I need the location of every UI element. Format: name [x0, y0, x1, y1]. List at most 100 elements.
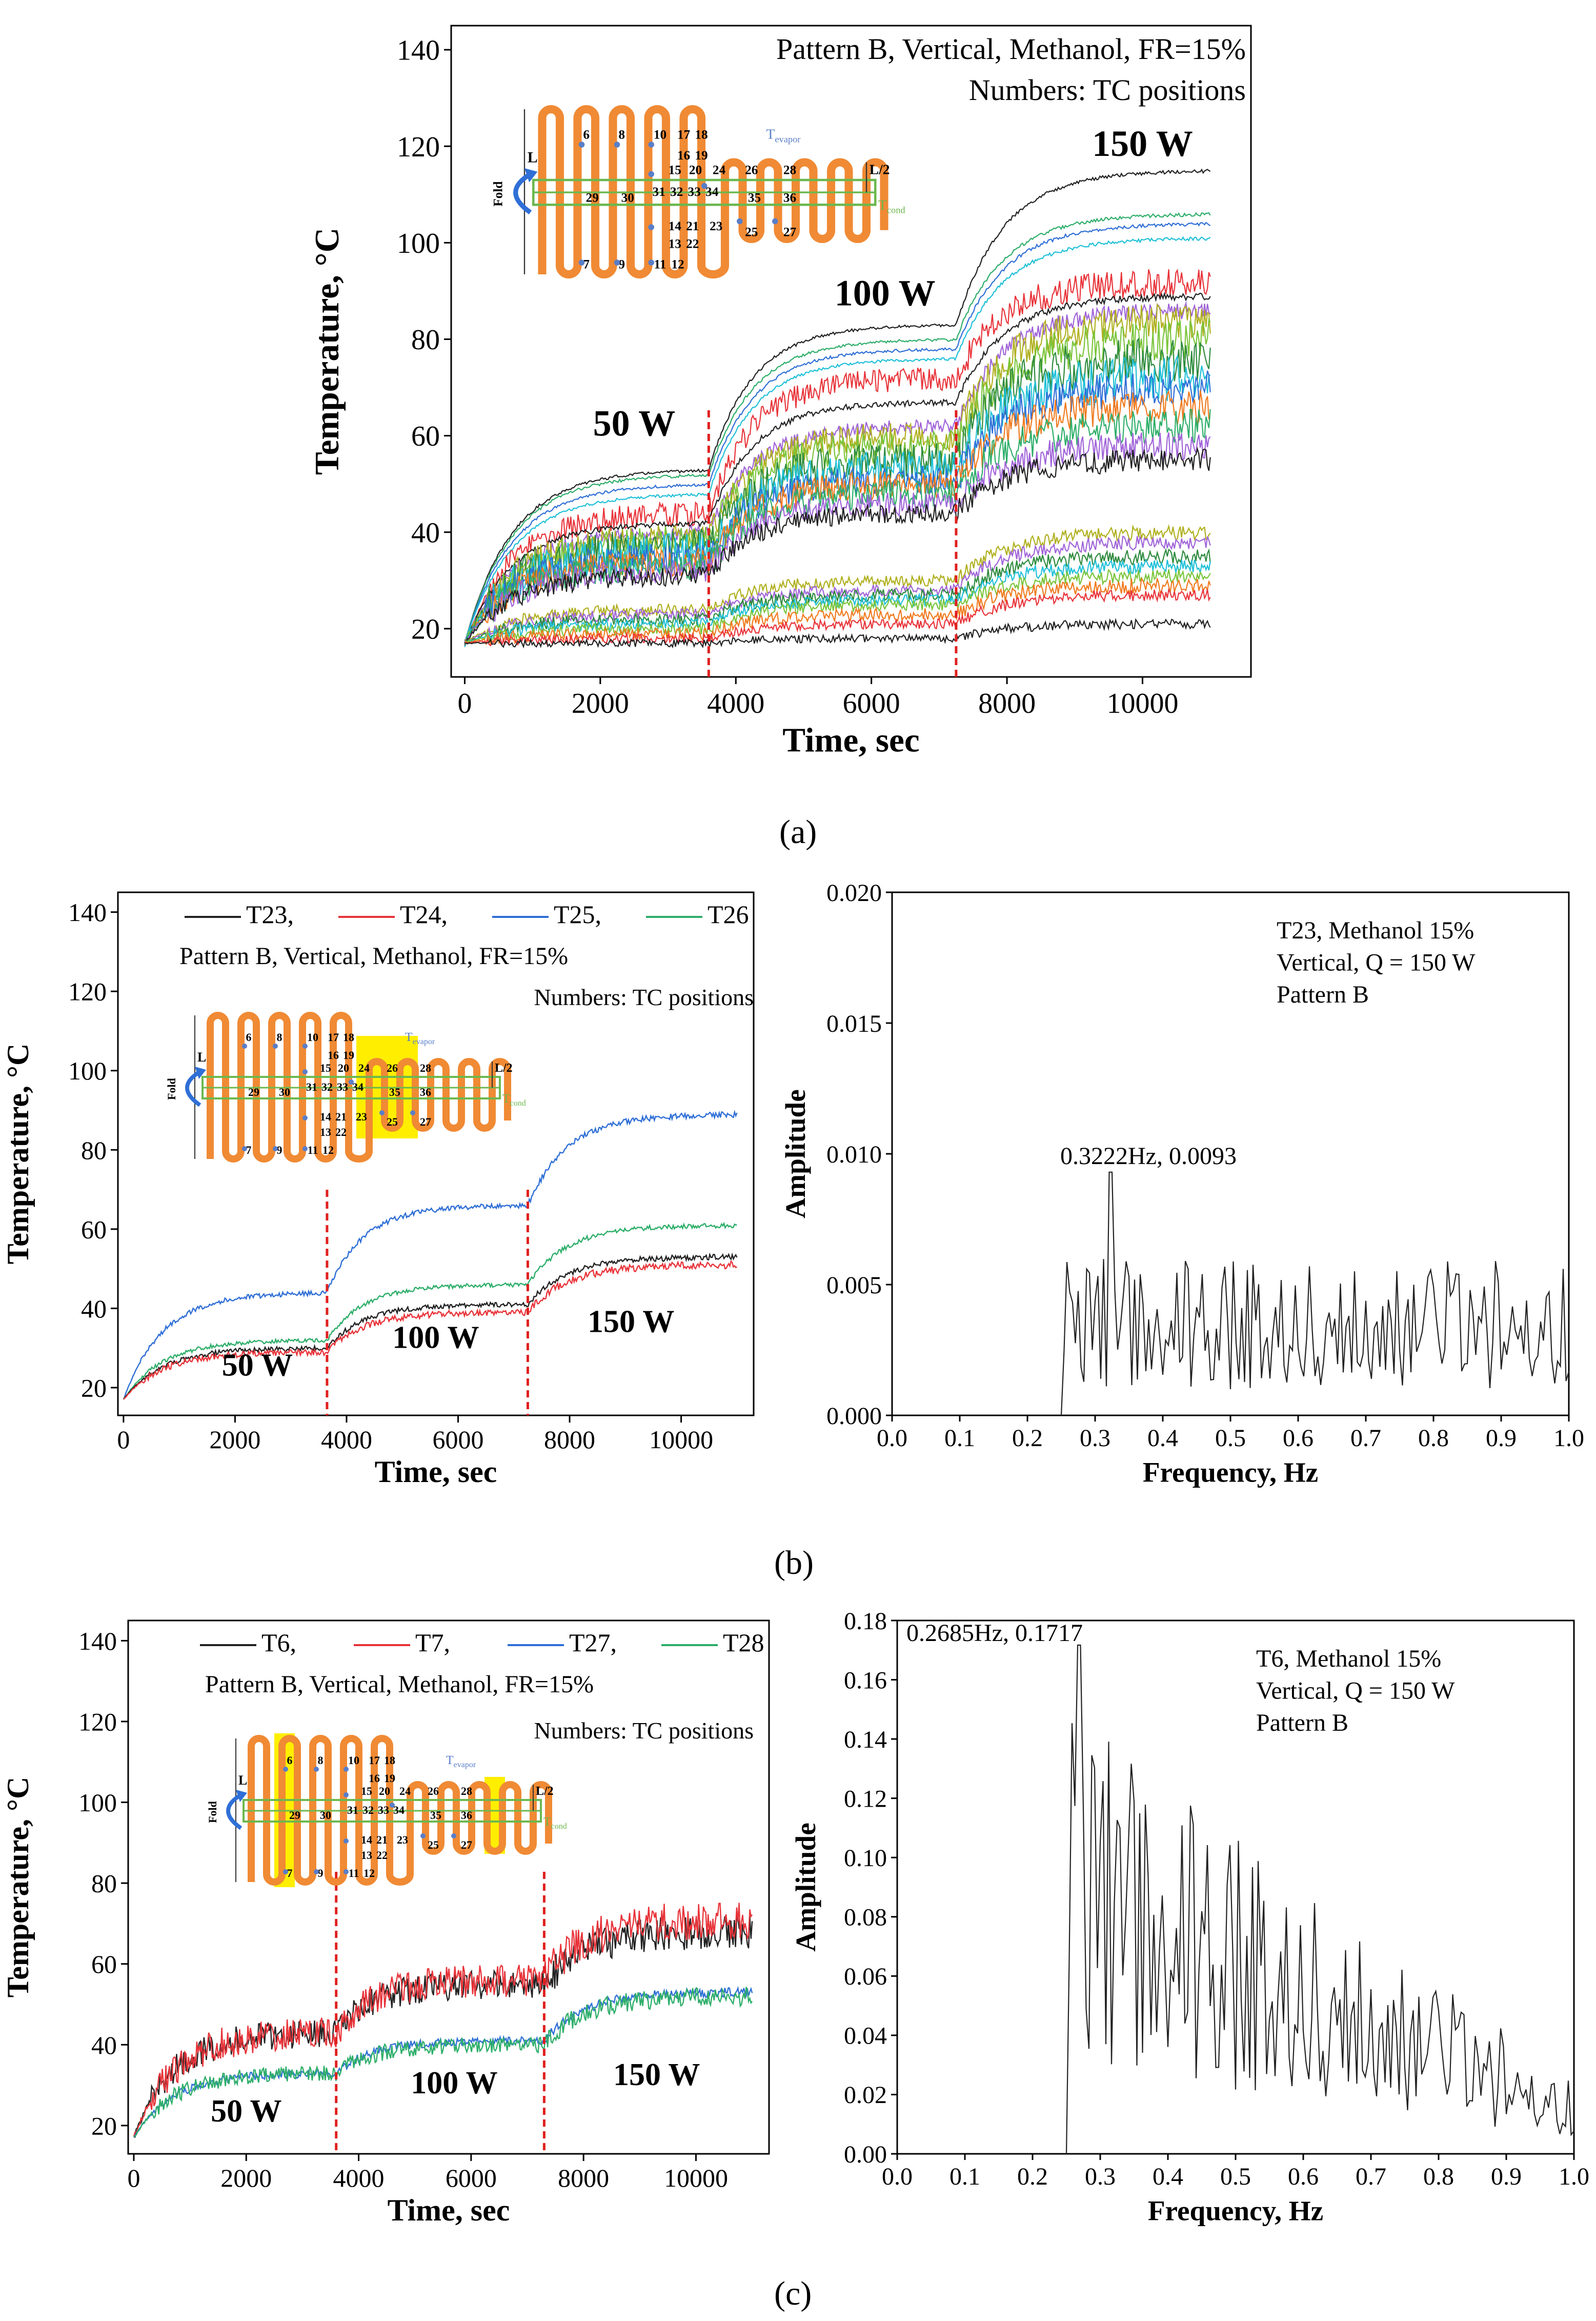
y-tick-label: 60 — [91, 1950, 117, 1978]
x-tick-label: 0.2 — [1012, 1425, 1043, 1452]
x-tick-label: 0.3 — [1085, 2163, 1116, 2190]
schematic: L L/2 Fold Tevapor Tcond 6 8 10 17 18 16 19 15 20 24 26… — [165, 1012, 526, 1163]
series-line — [464, 524, 1211, 644]
info-line: Pattern B — [1256, 1709, 1348, 1736]
tc-dot — [283, 1767, 288, 1772]
tc-position-label: 22 — [335, 1126, 347, 1138]
x-tick-label: 2000 — [572, 688, 629, 719]
tc-position-label: 22 — [376, 1849, 388, 1862]
x-tick-label: 0.0 — [877, 1425, 907, 1452]
tc-position-label: 35 — [389, 1086, 400, 1098]
tc-position-label: 22 — [686, 236, 699, 251]
x-tick-label: 6000 — [433, 1425, 484, 1454]
tc-position-label: 20 — [379, 1785, 390, 1797]
chart-a: 0 2000 4000 6000 8000 10000 20 40 60 80 100 120 140 T… — [308, 25, 1252, 759]
x-axis-title: Time, sec — [375, 1455, 497, 1489]
tc-position-label: 11 — [308, 1144, 318, 1156]
series-line — [123, 1259, 737, 1400]
x-tick-label: 0.6 — [1288, 2163, 1319, 2190]
chart-title: Pattern B, Vertical, Methanol, FR=15% — [205, 1671, 594, 1698]
y-tick-label: 0.06 — [844, 1963, 887, 1990]
x-tick-label: 10000 — [649, 1425, 713, 1454]
x-tick-label: 1.0 — [1559, 2163, 1589, 2190]
L2-label: L/2 — [870, 162, 890, 177]
tc-position-label: 16 — [369, 1772, 380, 1785]
tc-position-label: 33 — [337, 1081, 348, 1093]
tc-dot — [648, 142, 654, 148]
tc-dot — [578, 142, 585, 148]
power-label: 100 W — [392, 1320, 479, 1355]
tc-position-label: 30 — [279, 1086, 290, 1098]
y-tick-label: 80 — [91, 1869, 117, 1898]
tc-position-label: 26 — [387, 1062, 398, 1074]
fold-label: Fold — [206, 1801, 219, 1823]
legend-label: T24, — [400, 900, 448, 929]
y-tick-label: 0.18 — [844, 1608, 887, 1635]
tc-position-label: 8 — [277, 1031, 282, 1044]
x-axis-title: Time, sec — [782, 721, 919, 759]
fold-arrowhead-icon — [195, 1067, 206, 1079]
tc-position-label: 32 — [321, 1081, 333, 1093]
y-tick-label: 20 — [91, 2111, 117, 2140]
tube-path — [207, 1012, 511, 1163]
tc-position-label: 30 — [320, 1809, 331, 1822]
x-tick-label: 0 — [127, 2164, 140, 2192]
tc-position-label: 10 — [307, 1031, 318, 1044]
tcond-label: Tcond — [502, 1092, 526, 1108]
tc-position-label: 27 — [461, 1838, 472, 1851]
y-tick-label: 0.02 — [844, 2082, 887, 2109]
tc-position-label: 23 — [397, 1833, 408, 1846]
tc-position-label: 11 — [654, 257, 666, 272]
tc-position-label: 36 — [461, 1809, 472, 1822]
tevapor-label: Tevapor — [446, 1754, 476, 1769]
chart-b-fft: 0.0 0.1 0.2 0.3 0.4 0.5 0.6 0.7 0.8 0.9 1.0 0.000 0.… — [780, 879, 1584, 1488]
x-tick-label: 4000 — [321, 1425, 372, 1454]
x-tick-label: 0.2 — [1017, 2163, 1048, 2190]
L-label: L — [197, 1050, 206, 1065]
tc-position-label: 8 — [618, 128, 625, 142]
tc-dot — [614, 259, 620, 266]
tcond-sub: cond — [510, 1099, 526, 1108]
tc-position-label: 9 — [277, 1144, 282, 1156]
tc-dot — [314, 1869, 319, 1874]
x-tick-label: 0.9 — [1486, 1425, 1517, 1452]
y-tick-label: 0.08 — [844, 1904, 887, 1931]
series-line — [464, 577, 1211, 647]
series-line — [464, 447, 1211, 645]
x-tick-label: 10000 — [664, 2164, 728, 2192]
tc-position-label: 36 — [420, 1086, 431, 1098]
tc-position-label: 21 — [335, 1110, 347, 1123]
tc-position-label: 25 — [428, 1838, 439, 1851]
y-tick-label: 120 — [78, 1707, 117, 1736]
tc-position-label: 27 — [783, 225, 797, 239]
x-tick-label: 0.4 — [1153, 2163, 1183, 2190]
tc-position-label: 25 — [387, 1115, 398, 1128]
y-tick-label: 0.04 — [844, 2023, 887, 2050]
tc-position-label: 33 — [688, 185, 701, 199]
fold-arrow-icon — [226, 1793, 243, 1830]
fold-label: Fold — [165, 1078, 178, 1100]
series-line — [464, 569, 1211, 645]
power-label: 150 W — [1092, 123, 1193, 164]
tc-position-label: 11 — [349, 1867, 359, 1879]
legend-label: T7, — [415, 1628, 450, 1657]
fold-arrow-icon — [185, 1070, 201, 1107]
y-tick-label: 40 — [81, 1294, 107, 1323]
legend-label: T23, — [246, 900, 294, 929]
tc-dot — [420, 1833, 426, 1838]
tc-position-label: 17 — [328, 1031, 339, 1044]
series-line — [133, 1986, 753, 2138]
series-line — [464, 222, 1211, 644]
x-tick-label: 0.5 — [1220, 2163, 1251, 2190]
power-label: 50 W — [211, 2094, 281, 2129]
fold-arrowhead-icon — [524, 168, 538, 183]
tc-position-label: 15 — [669, 163, 681, 177]
tc-position-label: 32 — [362, 1804, 374, 1816]
legend-label: T26 — [708, 900, 749, 929]
chart-title: Pattern B, Vertical, Methanol, FR=15% — [179, 943, 568, 970]
tc-position-label: 28 — [461, 1785, 472, 1797]
schematic: L L/2 Fold Tevapor Tcond 6 8 10 17 18 16 19 15 20 24 26… — [491, 105, 905, 279]
y-axis-title: Amplitude — [790, 1823, 821, 1951]
tc-dot — [737, 218, 743, 225]
y-tick-label: 120 — [397, 131, 440, 163]
